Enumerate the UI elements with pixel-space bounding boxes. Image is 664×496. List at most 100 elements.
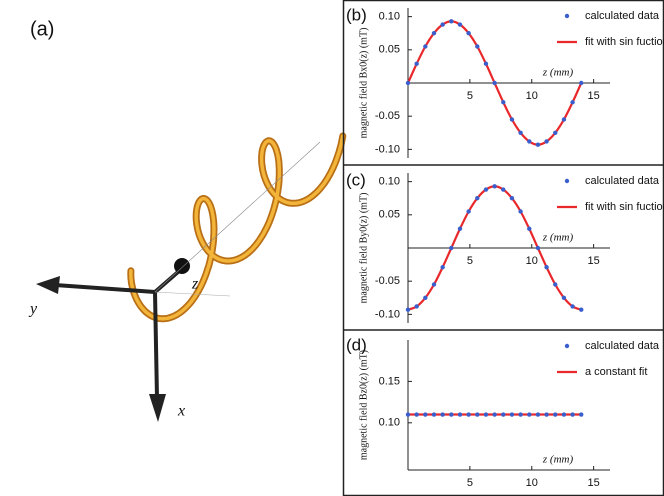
data-point (579, 307, 584, 312)
data-point (475, 196, 480, 201)
legend-label: a constant fit (585, 366, 647, 378)
x-tick-label: 15 (588, 255, 600, 267)
data-point (509, 412, 515, 417)
data-point (423, 412, 428, 417)
data-point (466, 209, 471, 214)
x-axis-label: z (mm) (542, 232, 574, 244)
data-point (518, 412, 523, 417)
legend-label: fit with sin fuction (585, 201, 664, 213)
x-tick-label: 10 (526, 477, 538, 489)
axis-label: y (28, 301, 38, 318)
helix-illustration (127, 132, 347, 323)
data-point (466, 412, 471, 417)
data-point (570, 304, 575, 309)
data-point (535, 142, 541, 147)
y-tick-label: -0.10 (375, 308, 400, 320)
data-point (440, 412, 445, 417)
data-point (440, 265, 445, 270)
y-tick-label: -0.05 (375, 275, 400, 287)
data-point (561, 117, 567, 122)
data-point (544, 412, 549, 417)
data-point (553, 282, 558, 287)
data-point (431, 31, 437, 36)
data-point (449, 412, 454, 417)
data-point (431, 412, 437, 417)
data-point (527, 412, 532, 417)
data-point (501, 412, 506, 417)
helix-axis (154, 141, 321, 293)
x-axis-arrow (153, 291, 159, 399)
data-point (475, 44, 480, 49)
y-axis-arrow (54, 283, 156, 294)
data-point (423, 295, 428, 300)
data-point (579, 412, 584, 417)
y-axis-label: magnetic field Bx0(z) (mT) (358, 28, 369, 139)
x-tick-label: 5 (467, 477, 473, 489)
data-point (457, 22, 463, 27)
legend-marker (564, 13, 570, 19)
data-point (483, 412, 489, 417)
arrow-head (36, 276, 60, 294)
x-axis-label: z (mm) (542, 67, 574, 79)
data-point (475, 412, 480, 417)
data-point (509, 117, 515, 122)
x-tick-label: 5 (467, 255, 473, 267)
data-point (466, 31, 471, 36)
legend-marker (564, 178, 570, 184)
data-point (570, 412, 575, 417)
data-point (492, 80, 497, 86)
data-point (414, 412, 419, 417)
x-tick-label: 10 (526, 90, 538, 102)
y-tick-label: -0.10 (375, 143, 400, 155)
y-tick-label: 0.10 (379, 417, 400, 429)
data-point (414, 304, 419, 309)
data-point (570, 100, 575, 105)
data-point (449, 245, 454, 251)
data-point (405, 80, 411, 86)
data-point (483, 61, 489, 66)
axis-label: x (177, 403, 185, 420)
x-tick-label: 10 (526, 255, 538, 267)
legend-label: calculated data (585, 10, 660, 22)
data-point (483, 187, 489, 192)
data-point (544, 265, 549, 270)
data-point (509, 196, 515, 201)
data-point (414, 61, 419, 66)
helix-highlight (129, 134, 345, 321)
legend-label: calculated data (585, 175, 660, 187)
y-tick-label: 0.05 (379, 44, 400, 56)
guide-line (154, 291, 231, 297)
data-point (492, 412, 497, 417)
data-point (553, 412, 558, 417)
data-point (457, 412, 463, 417)
data-point (535, 412, 541, 417)
legend-label: fit with sin fuction (585, 36, 664, 48)
data-point (561, 412, 567, 417)
y-tick-label: 0.10 (379, 176, 400, 188)
data-point (518, 130, 523, 135)
y-tick-label: 0.15 (379, 375, 400, 387)
data-point (527, 226, 532, 231)
arrow-head (174, 258, 190, 274)
data-point (405, 412, 411, 417)
data-point (527, 139, 532, 144)
y-axis-label: magnetic field By0(z) (mT) (358, 193, 369, 304)
data-point (423, 44, 428, 49)
data-point (492, 184, 497, 189)
panel-label: (c) (346, 170, 366, 189)
data-point (431, 282, 437, 287)
y-tick-label: -0.05 (375, 110, 400, 122)
data-point (501, 100, 506, 105)
x-tick-label: 15 (588, 90, 600, 102)
y-tick-label: 0.05 (379, 209, 400, 221)
axis-label: z (191, 276, 199, 293)
legend-marker (564, 343, 570, 349)
data-point (579, 80, 584, 86)
y-tick-label: 0.10 (379, 11, 400, 23)
data-point (518, 209, 523, 214)
x-axis-label: z (mm) (542, 454, 574, 466)
data-point (553, 130, 558, 135)
panel-label: (b) (346, 5, 367, 24)
panel-label: (d) (346, 335, 367, 354)
data-point (544, 139, 549, 144)
